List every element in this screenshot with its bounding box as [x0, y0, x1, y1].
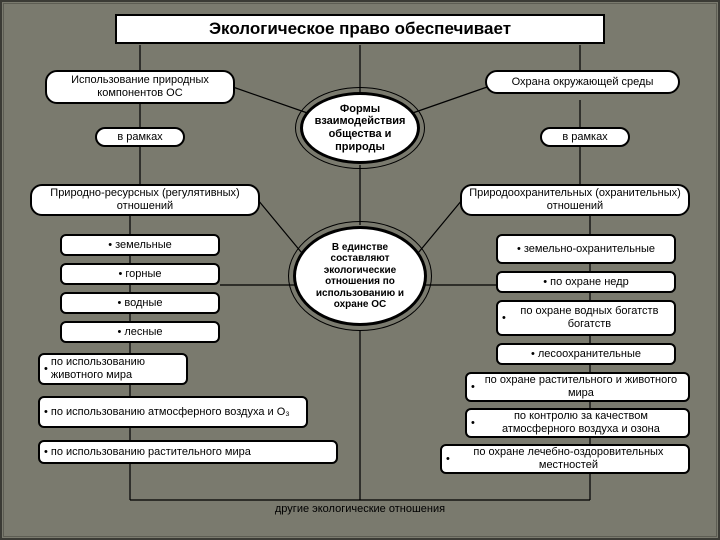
right-6: по охране лечебно-оздоровительных местно… [440, 444, 690, 474]
frame-right-label: в рамках [540, 127, 630, 147]
right-0: земельно-охранительные [496, 234, 676, 264]
right-5: по контролю за качеством атмосферного во… [465, 408, 690, 438]
diagram-root: Экологическое право обеспечивает Использ… [0, 0, 720, 540]
rel-right: Природоохранительных (охранительных) отн… [460, 184, 690, 216]
left-4: по использованию животного мира [38, 353, 188, 385]
rel-left: Природно-ресурсных (регулятивных) отноше… [30, 184, 260, 216]
right-1: по охране недр [496, 271, 676, 293]
left-1: горные [60, 263, 220, 285]
left-6: по использованию растительного мира [38, 440, 338, 464]
title: Экологическое право обеспечивает [115, 14, 605, 44]
left-3: лесные [60, 321, 220, 343]
left-0: земельные [60, 234, 220, 256]
oval-forms: Формы взаимодействия общества и природы [300, 92, 420, 164]
right-4: по охране растительного и животного мира [465, 372, 690, 402]
right-2: по охране водных богатств богатств [496, 300, 676, 336]
left-5: по использованию атмосферного воздуха и … [38, 396, 308, 428]
oval-unity: В единстве составляют экологические отно… [293, 226, 427, 326]
frame-left-label: в рамках [95, 127, 185, 147]
top-right: Охрана окружающей среды [485, 70, 680, 94]
top-left: Использование природных компонентов ОС [45, 70, 235, 104]
left-2: водные [60, 292, 220, 314]
bottom-label: другие экологические отношения [260, 503, 460, 515]
right-3: лесоохранительные [496, 343, 676, 365]
